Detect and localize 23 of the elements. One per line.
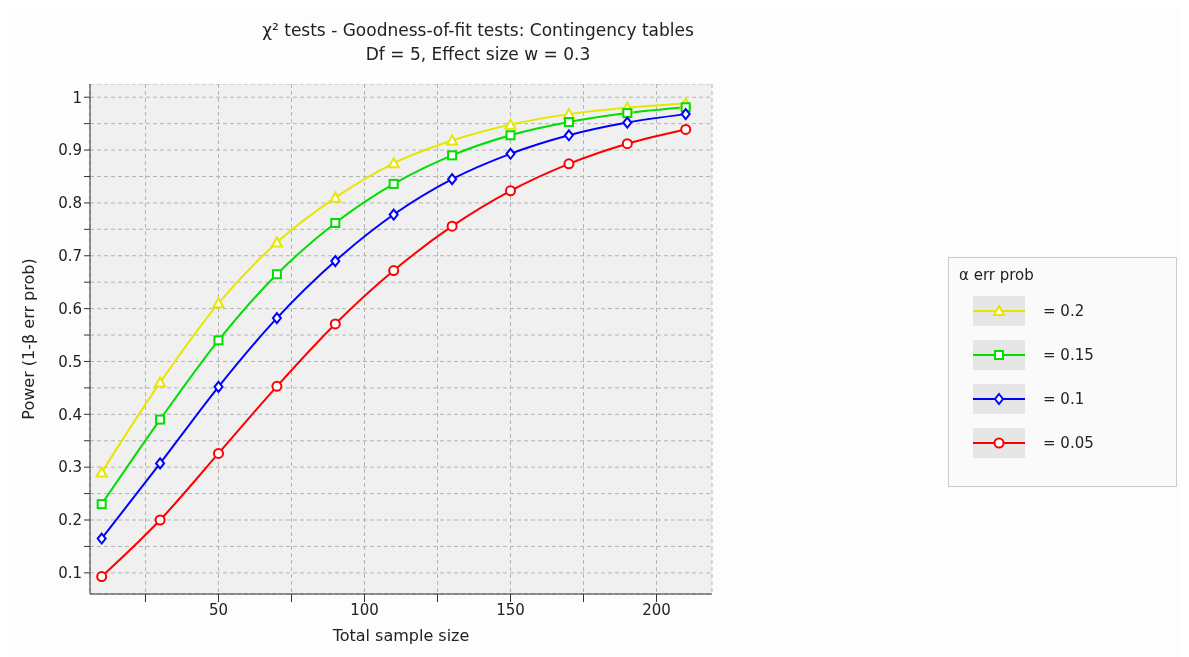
x-tick-label: 100 <box>350 600 379 619</box>
legend-label: = 0.2 <box>1043 301 1085 320</box>
y-tick-label: 0.6 <box>58 299 82 318</box>
y-tick-label: 0.3 <box>58 458 82 477</box>
y-tick-label: 0.2 <box>58 511 82 530</box>
x-axis-title: Total sample size <box>331 626 470 645</box>
y-tick-label: 0.4 <box>58 405 82 424</box>
legend-title: α err prob <box>959 265 1035 284</box>
legend-label: = 0.1 <box>1043 389 1085 408</box>
x-tick-label: 150 <box>496 600 525 619</box>
y-axis-title: Power (1-β err prob) <box>18 258 38 420</box>
y-tick-label: 0.7 <box>58 247 82 266</box>
legend-label: = 0.15 <box>1043 345 1094 364</box>
legend-label: = 0.05 <box>1043 433 1094 452</box>
x-tick-label: 50 <box>208 600 229 619</box>
y-tick-label: 0.5 <box>58 352 82 371</box>
y-tick-label: 1 <box>72 88 82 107</box>
chart-subtitle: Df = 5, Effect size w = 0.3 <box>364 43 592 66</box>
y-tick-label: 0.9 <box>58 141 82 160</box>
chart-title: χ² tests - Goodness-of-fit tests: Contingency tables <box>261 19 695 42</box>
y-tick-label: 0.8 <box>58 194 82 213</box>
y-tick-label: 0.1 <box>58 564 82 583</box>
x-tick-label: 200 <box>642 600 671 619</box>
